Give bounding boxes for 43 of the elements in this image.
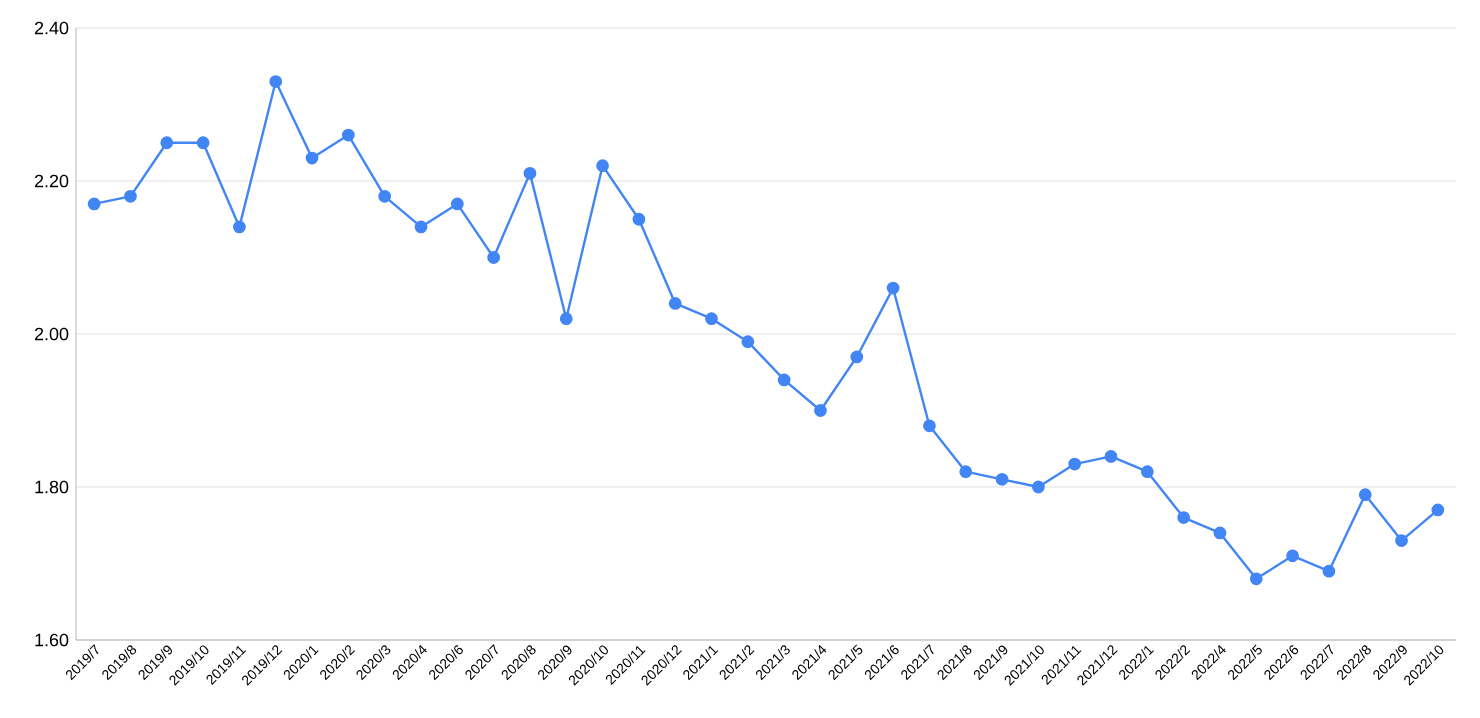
point (668, 297, 682, 310)
point (559, 312, 573, 326)
point (959, 465, 973, 479)
point (705, 312, 718, 326)
point (923, 419, 936, 433)
point (1322, 564, 1336, 578)
y-tick-label: 2.00 (34, 327, 69, 341)
point (1140, 465, 1154, 479)
point (1213, 526, 1227, 540)
point (632, 212, 646, 226)
point (850, 350, 864, 364)
point (196, 136, 210, 150)
point (777, 373, 791, 387)
point (1395, 534, 1408, 547)
point (269, 75, 283, 88)
point (233, 220, 246, 234)
point (1249, 572, 1263, 586)
point (1104, 450, 1118, 463)
point (341, 128, 355, 142)
point (1431, 503, 1445, 517)
point (124, 189, 137, 203)
point (87, 197, 101, 211)
point (995, 472, 1009, 486)
point (450, 197, 464, 211)
point (596, 159, 609, 173)
point (487, 251, 501, 264)
point (741, 335, 755, 349)
point (523, 166, 537, 180)
y-tick-label: 2.40 (34, 21, 69, 35)
y-tick-label: 2.20 (34, 174, 69, 188)
point (378, 189, 392, 203)
point (1177, 511, 1191, 524)
y-tick-label: 1.60 (35, 633, 69, 647)
point (305, 151, 319, 165)
y-tick-label: 1.80 (35, 480, 69, 494)
point (814, 404, 827, 417)
point (1068, 457, 1082, 471)
point (886, 281, 900, 295)
point (160, 136, 174, 150)
point (1032, 480, 1045, 494)
point (414, 220, 428, 234)
point (1286, 549, 1299, 563)
point (1358, 488, 1372, 502)
